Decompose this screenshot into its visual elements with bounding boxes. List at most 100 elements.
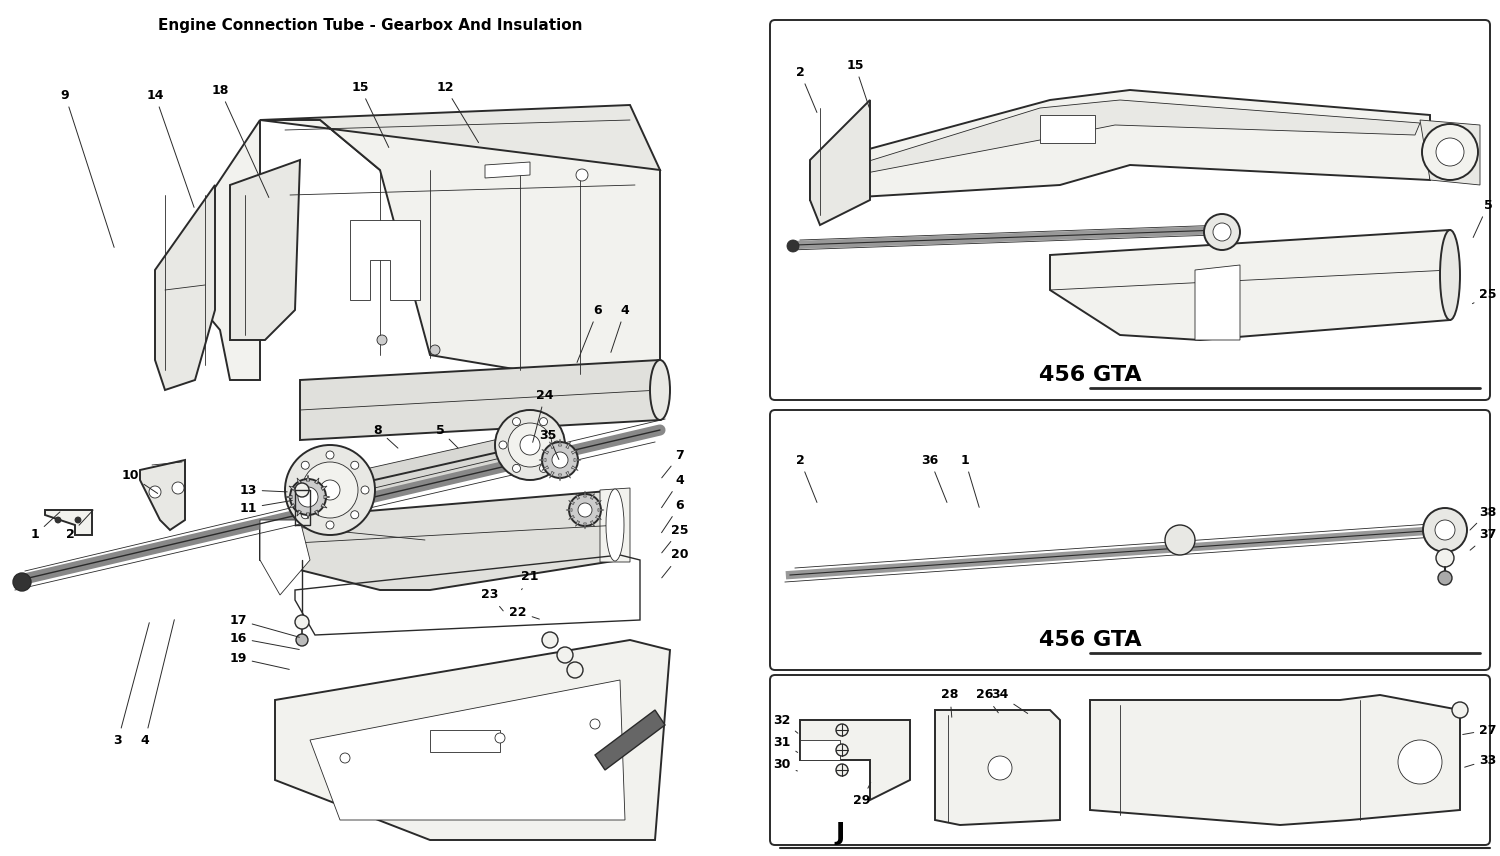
Polygon shape: [315, 510, 320, 516]
Polygon shape: [584, 523, 586, 529]
Text: J: J: [836, 821, 844, 845]
Ellipse shape: [650, 360, 670, 420]
FancyBboxPatch shape: [770, 675, 1490, 845]
Circle shape: [836, 764, 848, 776]
Text: 4: 4: [662, 473, 684, 508]
Circle shape: [1214, 223, 1231, 241]
Polygon shape: [596, 710, 664, 770]
Text: 32: 32: [774, 714, 798, 734]
Circle shape: [1436, 549, 1454, 567]
Polygon shape: [310, 680, 626, 820]
Text: 22: 22: [509, 605, 540, 619]
Polygon shape: [350, 220, 420, 300]
Circle shape: [540, 465, 548, 473]
Circle shape: [148, 486, 160, 498]
Text: 29: 29: [853, 782, 871, 806]
Circle shape: [567, 662, 584, 678]
Circle shape: [1452, 702, 1468, 718]
Circle shape: [513, 418, 520, 425]
Polygon shape: [154, 185, 214, 390]
Circle shape: [1436, 138, 1464, 166]
Text: 6: 6: [578, 304, 603, 362]
Circle shape: [351, 461, 358, 469]
Circle shape: [302, 461, 309, 469]
Circle shape: [298, 487, 318, 507]
Polygon shape: [260, 105, 660, 170]
Text: 4: 4: [610, 304, 630, 353]
Circle shape: [540, 418, 548, 425]
Polygon shape: [1196, 265, 1240, 340]
Circle shape: [576, 169, 588, 181]
Polygon shape: [810, 90, 1430, 200]
Polygon shape: [1090, 695, 1460, 825]
Polygon shape: [297, 510, 302, 516]
Polygon shape: [576, 520, 579, 526]
Circle shape: [836, 724, 848, 736]
Circle shape: [290, 479, 326, 515]
Bar: [430, 730, 500, 752]
Text: Engine Connection Tube - Gearbox And Insulation: Engine Connection Tube - Gearbox And Ins…: [158, 18, 582, 33]
Polygon shape: [558, 474, 561, 481]
Text: 25: 25: [1473, 288, 1497, 304]
Text: 4: 4: [141, 620, 174, 746]
Text: 6: 6: [662, 498, 684, 532]
Polygon shape: [840, 100, 1420, 178]
Circle shape: [1398, 740, 1441, 784]
Circle shape: [542, 632, 558, 648]
Text: 15: 15: [846, 58, 868, 107]
Text: 31: 31: [774, 735, 798, 752]
Polygon shape: [286, 496, 292, 498]
Circle shape: [988, 756, 1012, 780]
Polygon shape: [538, 459, 546, 461]
Polygon shape: [558, 439, 561, 446]
Text: 2: 2: [795, 66, 818, 112]
Circle shape: [542, 442, 578, 478]
Text: 1: 1: [30, 512, 60, 542]
Polygon shape: [574, 459, 580, 461]
Circle shape: [500, 441, 507, 449]
Text: 8: 8: [374, 424, 398, 449]
Text: 11: 11: [240, 501, 292, 514]
Circle shape: [302, 462, 358, 518]
Circle shape: [285, 445, 375, 535]
Text: 36: 36: [921, 454, 946, 502]
Circle shape: [172, 482, 184, 494]
Polygon shape: [230, 160, 300, 340]
Text: 16: 16: [230, 632, 300, 650]
Polygon shape: [297, 478, 302, 484]
Polygon shape: [45, 510, 92, 535]
Circle shape: [513, 465, 520, 473]
Text: 2: 2: [66, 510, 93, 542]
Polygon shape: [542, 449, 549, 455]
Circle shape: [296, 615, 309, 629]
Text: 1: 1: [960, 454, 980, 508]
Polygon shape: [260, 490, 620, 590]
Polygon shape: [584, 491, 586, 497]
Polygon shape: [290, 503, 296, 508]
Text: 37: 37: [1470, 528, 1497, 550]
Circle shape: [320, 480, 340, 500]
Circle shape: [495, 733, 506, 743]
Ellipse shape: [1440, 230, 1460, 320]
Polygon shape: [566, 442, 570, 449]
Polygon shape: [315, 478, 320, 484]
Polygon shape: [566, 508, 572, 511]
Polygon shape: [591, 494, 594, 499]
Polygon shape: [568, 501, 574, 505]
Text: 10: 10: [122, 468, 158, 493]
Text: 28: 28: [942, 688, 958, 717]
Circle shape: [568, 494, 602, 526]
Polygon shape: [300, 360, 660, 440]
Text: 23: 23: [482, 589, 502, 611]
Circle shape: [509, 423, 552, 467]
Text: 35: 35: [540, 429, 560, 460]
Circle shape: [296, 634, 307, 646]
Circle shape: [1204, 214, 1240, 250]
Polygon shape: [1420, 120, 1480, 185]
Text: 20: 20: [662, 549, 688, 578]
Polygon shape: [566, 472, 570, 479]
Circle shape: [430, 345, 439, 355]
Text: 2: 2: [795, 454, 818, 502]
Polygon shape: [274, 640, 670, 840]
Circle shape: [1422, 124, 1478, 180]
